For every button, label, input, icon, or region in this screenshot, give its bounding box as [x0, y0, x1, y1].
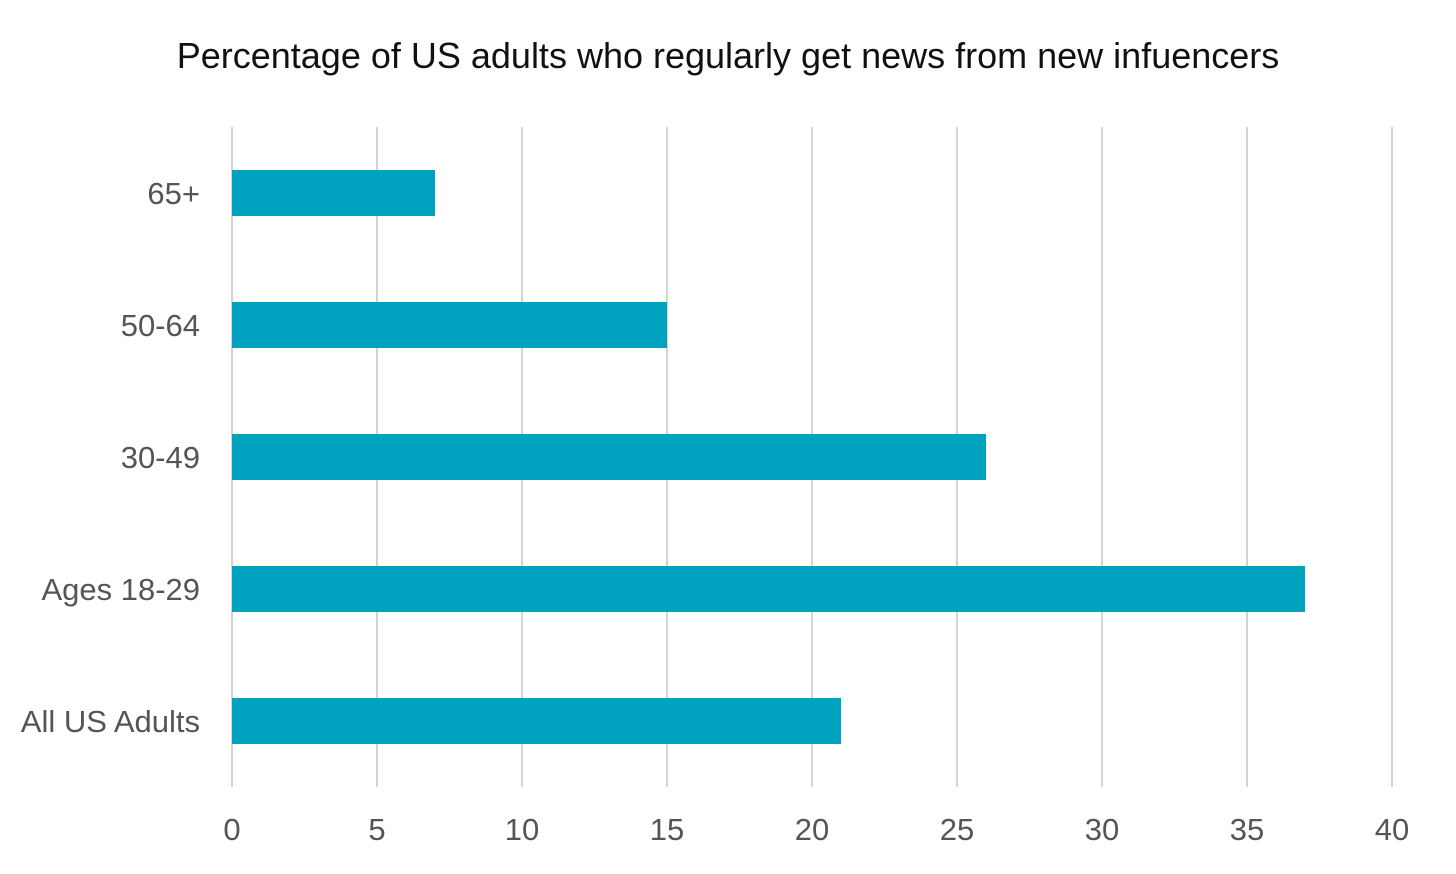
- category-labels: 65+ 50-64 30-49 Ages 18-29 All US Adults: [21, 176, 200, 739]
- bar: [232, 170, 435, 216]
- x-tick-label: 35: [1230, 812, 1264, 847]
- bar: [232, 566, 1305, 612]
- x-tick-label: 15: [650, 812, 684, 847]
- x-tick-label: 5: [368, 812, 385, 847]
- category-label: 65+: [147, 176, 200, 211]
- x-tick-label: 30: [1085, 812, 1119, 847]
- category-label: 50-64: [121, 308, 200, 343]
- category-label: Ages 18-29: [41, 572, 200, 607]
- chart-title: Percentage of US adults who regularly ge…: [177, 35, 1280, 76]
- bar: [232, 302, 667, 348]
- category-label: All US Adults: [21, 704, 200, 739]
- x-tick-label: 20: [795, 812, 829, 847]
- x-tick-label: 40: [1375, 812, 1409, 847]
- bar: [232, 434, 986, 480]
- x-tick-label: 25: [940, 812, 974, 847]
- x-tick-label: 0: [223, 812, 240, 847]
- x-tick-labels: 0 5 10 15 20 25 30 35 40: [223, 812, 1409, 847]
- bars: [232, 170, 1305, 744]
- bar: [232, 698, 841, 744]
- category-label: 30-49: [121, 440, 200, 475]
- x-tick-label: 10: [505, 812, 539, 847]
